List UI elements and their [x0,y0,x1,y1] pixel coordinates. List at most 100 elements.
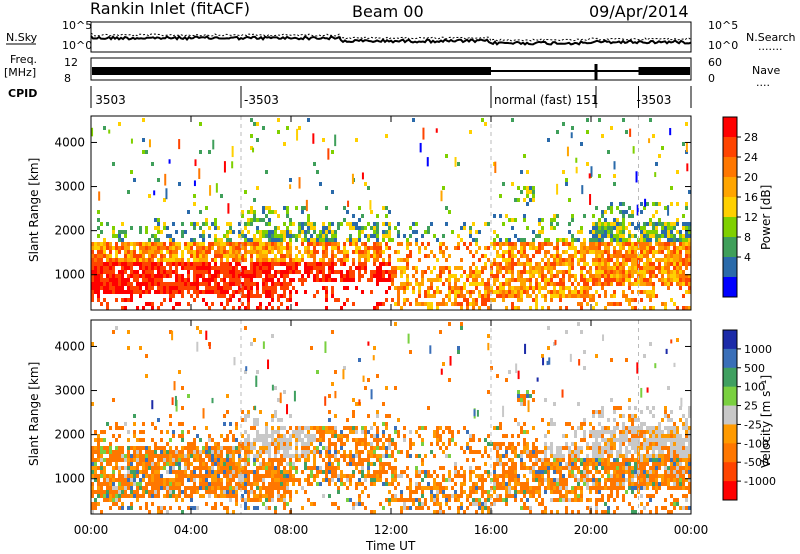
heatmap-cell [262,266,265,270]
heatmap-cell [112,270,115,274]
heatmap-cell [667,226,670,230]
heatmap-cell [358,458,361,462]
heatmap-cell [262,250,265,254]
heatmap-cell [535,458,538,462]
heatmap-cell [334,442,337,446]
heatmap-cell [442,478,445,482]
heatmap-cell [208,250,211,254]
heatmap-cell [481,278,484,282]
heatmap-cell [511,494,514,498]
heatmap-cell [601,286,604,290]
heatmap-cell [94,470,97,474]
heatmap-cell [310,434,313,438]
heatmap-cell [511,450,514,454]
heatmap-cell [484,254,487,258]
heatmap-cell [223,234,226,238]
heatmap-cell [475,250,478,254]
heatmap-cell [667,270,670,274]
heatmap-cell [211,506,214,510]
heatmap-cell [457,346,460,350]
heatmap-cell [640,246,643,250]
heatmap-cell [268,206,271,210]
heatmap-cell [643,278,646,282]
heatmap-cell [154,238,157,242]
heatmap-cell [214,242,217,246]
heatmap-cell [391,298,394,302]
heatmap-cell [598,222,601,226]
heatmap-cell [277,226,280,230]
heatmap-cell [301,222,304,226]
heatmap-cell [259,306,262,310]
heatmap-cell [325,226,328,230]
heatmap-cell [145,226,148,230]
heatmap-cell [103,286,106,290]
heatmap-cell [109,458,112,462]
heatmap-cell [310,226,313,230]
heatmap-cell [193,490,196,494]
heatmap-cell [421,302,424,306]
heatmap-cell [226,462,229,466]
heatmap-cell [544,282,547,286]
heatmap-cell [334,238,337,242]
colorbar-tick-label: 4 [744,251,751,264]
heatmap-cell [106,462,109,466]
heatmap-cell [343,250,346,254]
heatmap-cell [424,502,427,506]
heatmap-cell [523,466,526,470]
heatmap-cell [349,242,352,246]
heatmap-cell [232,434,235,438]
heatmap-cell [181,434,184,438]
heatmap-cell [538,230,541,234]
heatmap-cell [265,274,268,278]
heatmap-cell [472,298,475,302]
heatmap-cell [667,286,670,290]
heatmap-cell [364,486,367,490]
heatmap-cell [145,446,148,450]
heatmap-cell [559,254,562,258]
heatmap-cell [361,490,364,494]
heatmap-cell [649,222,652,226]
heatmap-cell [130,290,133,294]
heatmap-cell [139,470,142,474]
heatmap-cell [265,490,268,494]
heatmap-cell [97,502,100,506]
heatmap-cell [532,290,535,294]
heatmap-cell [172,262,175,266]
heatmap-cell [502,486,505,490]
heatmap-cell [640,266,643,270]
heatmap-cell [241,246,244,250]
heatmap-cell [427,294,430,298]
heatmap-cell [265,474,268,478]
heatmap-cell [163,286,166,290]
heatmap-cell [211,470,214,474]
heatmap-cell [310,450,313,454]
heatmap-cell [327,148,330,160]
heatmap-cell [244,326,247,330]
heatmap-cell [523,502,526,506]
heatmap-cell [148,490,151,494]
heatmap-cell [358,358,361,362]
heatmap-cell [283,390,286,394]
heatmap-cell [610,230,613,234]
heatmap-cell [178,466,181,470]
heatmap-cell [628,302,631,306]
heatmap-cell [550,510,553,514]
heatmap-cell [238,290,241,294]
heatmap-cell [484,498,487,502]
heatmap-cell [139,430,142,434]
heatmap-cell [118,478,121,482]
heatmap-cell [679,230,682,234]
heatmap-cell [532,238,535,242]
heatmap-cell [508,258,511,262]
heatmap-cell [373,450,376,454]
heatmap-cell [94,506,97,510]
heatmap-cell [505,270,508,274]
heatmap-cell [583,366,586,370]
heatmap-cell [466,274,469,278]
heatmap-cell [310,234,313,238]
heatmap-cell [322,266,325,270]
heatmap-cell [349,222,352,226]
heatmap-cell [607,270,610,274]
heatmap-cell [520,294,523,298]
heatmap-cell [529,262,532,266]
